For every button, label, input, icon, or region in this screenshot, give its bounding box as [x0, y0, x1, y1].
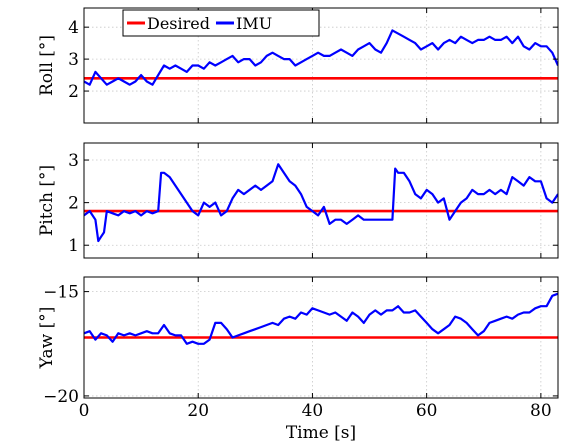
panel-1: 2 3 4 Roll [°] Desired IMU	[37, 7, 559, 124]
legend-label-imu: IMU	[236, 14, 272, 33]
x-tick-label: 20	[187, 401, 209, 421]
series-line-imu	[84, 29, 558, 86]
y-tick-label: 2	[68, 194, 79, 214]
x-tick-label: 0	[79, 401, 90, 421]
x-tick-label: 40	[302, 401, 324, 421]
y-tick-label: −20	[43, 387, 79, 407]
plot-frame	[83, 276, 559, 399]
y-axis-label: Roll [°]	[37, 35, 57, 96]
series-group	[84, 29, 558, 86]
series-line-imu	[84, 292, 558, 345]
y-tick-label: 3	[68, 151, 79, 171]
y-tick-label: −15	[43, 283, 79, 303]
plot-frame	[83, 7, 559, 124]
y-tick-label: 3	[68, 50, 79, 70]
legend: Desired IMU	[122, 9, 320, 37]
panel-3: −20 −15 0 20 40 60 80 Yaw [°] Time [s]	[37, 276, 559, 443]
y-axis-label: Yaw [°]	[37, 307, 57, 370]
x-tick-label: 80	[530, 401, 552, 421]
chart-panels: 2 3 4 Roll [°] Desired IMU 1 2 3 Pitch [°] −20 −15 0…	[37, 7, 559, 443]
series-line-imu	[84, 163, 558, 243]
y-tick-label: 2	[68, 82, 79, 102]
legend-label-desired: Desired	[147, 14, 210, 33]
legend-box	[122, 9, 320, 37]
y-tick-label: 1	[68, 236, 79, 256]
x-tick-label: 60	[416, 401, 438, 421]
x-axis-label: Time [s]	[286, 423, 356, 443]
series-group	[84, 163, 558, 243]
series-group	[84, 292, 558, 345]
plot-frame	[83, 142, 559, 259]
y-axis-label: Pitch [°]	[37, 165, 57, 236]
y-tick-label: 4	[68, 18, 79, 38]
panel-2: 1 2 3 Pitch [°]	[37, 142, 559, 259]
